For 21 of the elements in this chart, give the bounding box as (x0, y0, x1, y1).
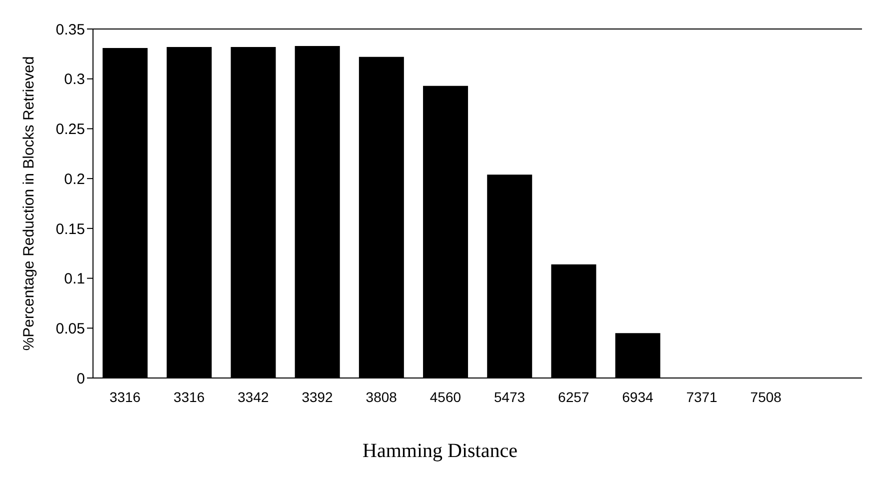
y-axis-title: %Percentage Reduction in Blocks Retrieved (20, 56, 38, 351)
x-tick-label: 5473 (494, 388, 526, 405)
x-tick-label: 3342 (238, 388, 269, 405)
x-axis-title: Hamming Distance (362, 440, 518, 463)
x-tick-label: 3316 (174, 388, 205, 405)
y-tick-label: 0.1 (64, 270, 85, 288)
y-tick-label: 0.25 (56, 121, 85, 138)
y-tick-label: 0.15 (56, 220, 85, 238)
x-tick-label: 7508 (750, 388, 782, 405)
y-tick-label: 0.35 (56, 21, 85, 38)
y-tick-label: 0.3 (64, 71, 85, 88)
y-tick-label: 0.05 (56, 320, 85, 338)
x-tick-label: 3808 (366, 388, 398, 405)
x-tick-label: 4560 (430, 388, 462, 405)
x-tick-label: 7371 (686, 388, 718, 405)
x-tick-label: 6934 (622, 388, 654, 405)
x-tick-label: 3392 (302, 388, 334, 405)
x-tick-label: 3316 (109, 388, 141, 405)
y-tick-label: 0 (76, 370, 85, 388)
x-tick-label: 6257 (558, 388, 590, 405)
y-tick-label: 0.2 (64, 170, 85, 188)
